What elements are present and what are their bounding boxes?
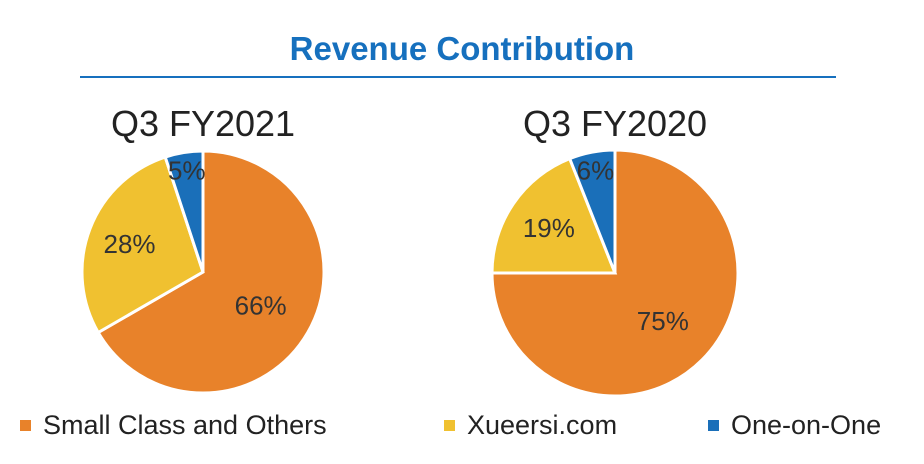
legend-item-small-class: Small Class and Others [20, 410, 327, 441]
data-label: 28% [104, 229, 156, 259]
legend-item-one-on-one: One-on-One [708, 410, 881, 441]
pie-title-fy2020: Q3 FY2020 [522, 103, 708, 144]
legend-label: Xueersi.com [467, 410, 618, 440]
pie-slice-0-1 [80, 155, 205, 335]
pie-slice-0-2 [163, 149, 205, 273]
data-label: 19% [523, 213, 575, 243]
title-divider [80, 76, 836, 78]
data-label: 66% [235, 290, 287, 320]
pie-title-fy2021: Q3 FY2021 [110, 103, 296, 144]
chart-title: Revenue Contribution [289, 30, 635, 67]
legend-swatch [20, 420, 31, 431]
legend-item-xueersi: Xueersi.com [444, 410, 617, 441]
pie-slice-0-0 [96, 149, 326, 395]
legend-swatch [444, 420, 455, 431]
legend-swatch [708, 420, 719, 431]
legend-label: One-on-One [731, 410, 882, 440]
pie-slice-1-2 [567, 148, 617, 274]
data-label: 5% [168, 155, 206, 185]
legend-label: Small Class and Others [43, 410, 327, 440]
data-label: 6% [577, 155, 615, 185]
data-label: 75% [637, 306, 689, 336]
pie-slice-1-1 [490, 156, 618, 275]
